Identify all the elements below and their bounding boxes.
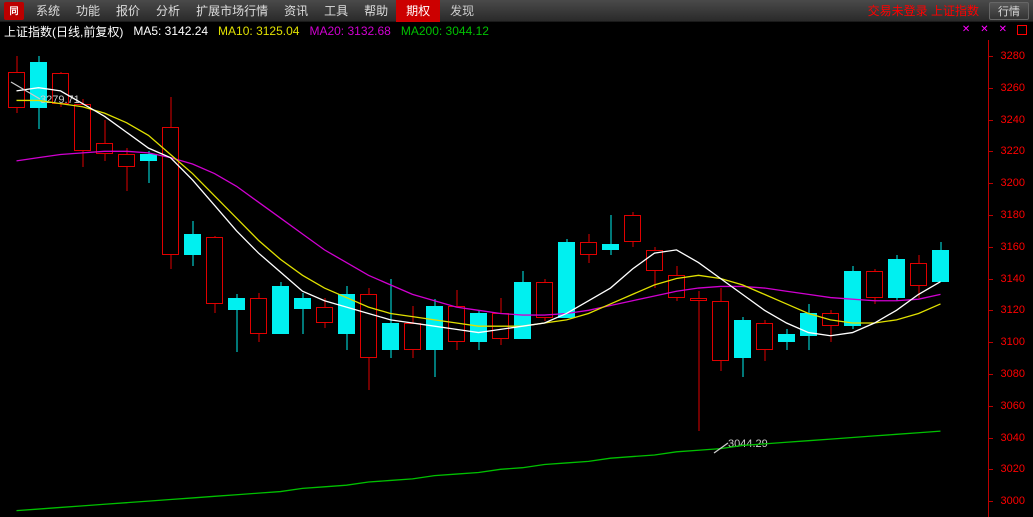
- candle[interactable]: [360, 288, 377, 390]
- candle[interactable]: [910, 255, 927, 298]
- indicator-icon-2[interactable]: ✕: [980, 24, 988, 35]
- candle[interactable]: [184, 221, 201, 266]
- menu-help[interactable]: 帮助: [356, 0, 396, 22]
- candle[interactable]: [250, 293, 267, 342]
- y-tick-label: 3000: [1001, 495, 1025, 507]
- tab-options[interactable]: 期权: [396, 0, 440, 22]
- candle[interactable]: [272, 282, 289, 334]
- menu-bar: 同 系统 功能 报价 分析 扩展市场行情 资讯 工具 帮助 期权 发现 交易未登…: [0, 0, 1033, 22]
- y-tick-label: 3080: [1001, 368, 1025, 380]
- candle[interactable]: [602, 215, 619, 255]
- candle[interactable]: [932, 242, 949, 282]
- quote-button[interactable]: 行情: [989, 2, 1029, 20]
- chart-name: 上证指数(日线,前复权): [4, 23, 123, 40]
- candle[interactable]: [96, 120, 113, 161]
- y-axis: 3000 3020 3040 3060 3080 3100 3120 3140 3160 3180…: [988, 40, 1033, 517]
- menu-function[interactable]: 功能: [68, 0, 108, 22]
- candle[interactable]: [382, 279, 399, 359]
- candle[interactable]: [580, 234, 597, 263]
- candle[interactable]: [426, 299, 443, 377]
- candle[interactable]: [558, 239, 575, 319]
- candle[interactable]: [74, 99, 91, 167]
- tab-discover[interactable]: 发现: [440, 0, 484, 22]
- y-tick-label: 3100: [1001, 336, 1025, 348]
- ma20-label: MA20: 3132.68: [309, 24, 390, 38]
- y-tick-label: 3200: [1001, 177, 1025, 189]
- menu-analyze[interactable]: 分析: [148, 0, 188, 22]
- candle[interactable]: [778, 329, 795, 350]
- menu-quote[interactable]: 报价: [108, 0, 148, 22]
- candle[interactable]: [162, 97, 179, 269]
- candle[interactable]: [646, 247, 663, 288]
- status-text: 交易未登录 上证指数: [858, 2, 989, 19]
- price-annotation: 3279.71: [40, 94, 80, 106]
- y-tick-label: 3040: [1001, 432, 1025, 444]
- candle[interactable]: [734, 317, 751, 377]
- indicator-icon-1[interactable]: ✕: [962, 24, 970, 35]
- y-tick-label: 3160: [1001, 241, 1025, 253]
- candle[interactable]: [470, 310, 487, 350]
- y-tick-label: 3020: [1001, 463, 1025, 475]
- candle[interactable]: [756, 320, 773, 361]
- y-tick-label: 3180: [1001, 209, 1025, 221]
- candle[interactable]: [624, 212, 641, 247]
- chart-title-bar: 上证指数(日线,前复权) MA5: 3142.24 MA10: 3125.04 …: [0, 22, 1033, 40]
- y-tick-label: 3240: [1001, 114, 1025, 126]
- plot-region[interactable]: 3279.71 3044.29: [0, 40, 988, 517]
- menu-ext[interactable]: 扩展市场行情: [188, 0, 276, 22]
- ma10-label: MA10: 3125.04: [218, 24, 299, 38]
- candle[interactable]: [294, 293, 311, 334]
- candle[interactable]: [338, 286, 355, 350]
- candle[interactable]: [514, 271, 531, 339]
- candle[interactable]: [492, 298, 509, 346]
- y-tick-label: 3140: [1001, 273, 1025, 285]
- candle[interactable]: [8, 56, 25, 113]
- y-tick-label: 3280: [1001, 50, 1025, 62]
- menu-system[interactable]: 系统: [28, 0, 68, 22]
- candle[interactable]: [822, 310, 839, 342]
- candle[interactable]: [140, 151, 157, 183]
- y-tick-label: 3060: [1001, 400, 1025, 412]
- candle[interactable]: [118, 148, 135, 191]
- candle[interactable]: [448, 290, 465, 350]
- candle[interactable]: [536, 279, 553, 322]
- candle[interactable]: [800, 304, 817, 350]
- app-logo: 同: [4, 2, 24, 20]
- chart-icons: ✕ ✕ ✕: [962, 24, 1027, 35]
- menu-news[interactable]: 资讯: [276, 0, 316, 22]
- y-tick-label: 3260: [1001, 82, 1025, 94]
- menu-tools[interactable]: 工具: [316, 0, 356, 22]
- candle[interactable]: [206, 236, 223, 314]
- candle[interactable]: [30, 56, 47, 129]
- price-annotation: 3044.29: [728, 438, 768, 450]
- candle[interactable]: [404, 306, 421, 358]
- y-tick-label: 3220: [1001, 145, 1025, 157]
- chart-area[interactable]: 3279.713044.29 3000302030403060308031003…: [0, 40, 1033, 517]
- candle[interactable]: [316, 298, 333, 328]
- candle[interactable]: [228, 294, 245, 351]
- indicator-icon-3[interactable]: ✕: [999, 24, 1007, 35]
- y-tick-label: 3120: [1001, 304, 1025, 316]
- ma5-label: MA5: 3142.24: [133, 24, 208, 38]
- candle[interactable]: [712, 288, 729, 371]
- candle[interactable]: [690, 291, 707, 431]
- chart-mode-icon[interactable]: [1017, 25, 1027, 35]
- candle[interactable]: [668, 266, 685, 301]
- ma200-label: MA200: 3044.12: [401, 24, 489, 38]
- candle[interactable]: [866, 269, 883, 304]
- candle[interactable]: [888, 255, 905, 301]
- candle[interactable]: [844, 266, 861, 330]
